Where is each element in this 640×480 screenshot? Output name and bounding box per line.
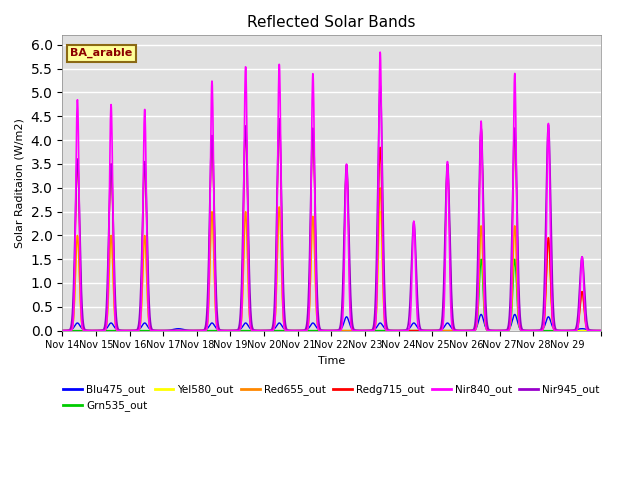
- Legend: Blu475_out, Grn535_out, Yel580_out, Red655_out, Redg715_out, Nir840_out, Nir945_: Blu475_out, Grn535_out, Yel580_out, Red6…: [59, 380, 604, 416]
- Nir945_out: [494, 328, 502, 334]
- Red655_out: [376, 185, 384, 191]
- Grn535_out: [524, 328, 532, 334]
- Line: Redg715_out: Redg715_out: [62, 119, 600, 331]
- Yel580_out: [112, 325, 120, 331]
- Yel580_out: [228, 328, 236, 334]
- Nir840_out: [494, 328, 502, 334]
- Nir840_out: [524, 328, 532, 334]
- Nir840_out: [58, 328, 66, 334]
- Blu475_out: [524, 328, 532, 334]
- Redg715_out: [596, 328, 604, 334]
- Blu475_out: [112, 326, 120, 332]
- Yel580_out: [493, 328, 501, 334]
- Yel580_out: [589, 328, 597, 334]
- Nir840_out: [596, 328, 604, 334]
- Nir945_out: [364, 328, 372, 334]
- Yel580_out: [364, 328, 372, 334]
- Redg715_out: [58, 328, 66, 334]
- Blu475_out: [58, 328, 66, 334]
- Redg715_out: [410, 328, 418, 334]
- Grn535_out: [112, 328, 120, 334]
- Blu475_out: [477, 312, 485, 317]
- Redg715_out: [589, 328, 597, 334]
- Blu475_out: [596, 328, 604, 334]
- X-axis label: Time: Time: [318, 356, 345, 366]
- Red655_out: [427, 328, 435, 334]
- Blu475_out: [364, 328, 371, 334]
- Redg715_out: [228, 328, 236, 334]
- Y-axis label: Solar Raditaion (W/m2): Solar Raditaion (W/m2): [15, 118, 25, 248]
- Nir945_out: [596, 328, 604, 334]
- Yel580_out: [596, 328, 604, 334]
- Text: BA_arable: BA_arable: [70, 48, 132, 58]
- Nir945_out: [112, 310, 120, 316]
- Nir945_out: [175, 328, 182, 334]
- Nir945_out: [228, 328, 236, 334]
- Title: Reflected Solar Bands: Reflected Solar Bands: [247, 15, 415, 30]
- Blu475_out: [589, 327, 597, 333]
- Red655_out: [58, 328, 66, 334]
- Grn535_out: [589, 328, 597, 334]
- Redg715_out: [112, 320, 120, 325]
- Redg715_out: [524, 328, 532, 334]
- Nir840_out: [364, 328, 372, 334]
- Redg715_out: [364, 328, 372, 334]
- Grn535_out: [364, 328, 371, 334]
- Red655_out: [228, 328, 236, 334]
- Grn535_out: [493, 328, 501, 334]
- Red655_out: [494, 328, 502, 334]
- Nir945_out: [589, 328, 597, 334]
- Line: Yel580_out: Yel580_out: [62, 207, 600, 331]
- Yel580_out: [58, 328, 66, 334]
- Line: Nir840_out: Nir840_out: [62, 52, 600, 331]
- Grn535_out: [477, 256, 485, 262]
- Line: Nir945_out: Nir945_out: [62, 85, 600, 331]
- Nir945_out: [58, 328, 66, 334]
- Grn535_out: [228, 328, 236, 334]
- Grn535_out: [58, 328, 66, 334]
- Nir945_out: [376, 83, 384, 88]
- Nir945_out: [524, 328, 532, 334]
- Yel580_out: [524, 328, 532, 334]
- Nir840_out: [228, 328, 236, 334]
- Red655_out: [589, 328, 597, 334]
- Nir840_out: [175, 328, 182, 334]
- Nir840_out: [589, 328, 597, 334]
- Line: Blu475_out: Blu475_out: [62, 314, 600, 331]
- Redg715_out: [275, 116, 283, 122]
- Red655_out: [364, 328, 371, 334]
- Grn535_out: [596, 328, 604, 334]
- Line: Red655_out: Red655_out: [62, 188, 600, 331]
- Red655_out: [112, 325, 120, 331]
- Nir840_out: [376, 49, 384, 55]
- Red655_out: [596, 328, 604, 334]
- Blu475_out: [493, 328, 501, 334]
- Line: Grn535_out: Grn535_out: [62, 259, 600, 331]
- Redg715_out: [494, 328, 502, 334]
- Nir840_out: [112, 325, 120, 331]
- Yel580_out: [275, 204, 283, 210]
- Blu475_out: [228, 328, 236, 334]
- Red655_out: [524, 328, 532, 334]
